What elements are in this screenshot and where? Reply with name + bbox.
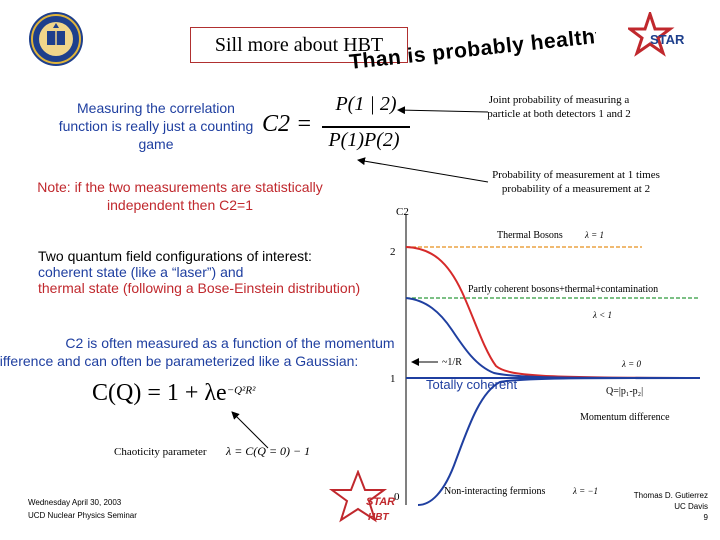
gaussian-formula-exponent: −Q²R²: [226, 384, 256, 397]
gaussian-note-line2: difference and can often be parameterize…: [0, 353, 359, 369]
c2-formula-numerator: P(1 | 2): [335, 93, 397, 115]
interest-block: Two quantum field configurations of inte…: [38, 248, 438, 296]
interest-intro: Two quantum field configurations of inte…: [38, 248, 312, 264]
joint-arrow: [397, 106, 489, 115]
chaoticity-arrow: [231, 411, 269, 449]
footer-seminar: UCD Nuclear Physics Seminar: [28, 511, 137, 520]
fermions-label: Non-interacting fermions: [444, 486, 545, 497]
c2-formula-fraction-bar: [322, 126, 410, 128]
star-hbt-bottom: HBT: [368, 512, 389, 523]
slide-title: Sill more about HBT: [190, 27, 408, 63]
partly-lambda-label: λ < 1: [592, 310, 612, 320]
c2-formula: C2 = P(1 | 2) P(1)P(2): [262, 93, 412, 159]
star-hbt-top: STAR: [366, 496, 395, 508]
footer-author: Thomas D. Gutierrez UC Davis 9: [600, 490, 708, 523]
plot-tick-2: 2: [390, 246, 396, 258]
product-arrow: [357, 157, 489, 183]
star-logo-text: STAR: [650, 32, 685, 47]
product-probability-note: Probability of measurement at 1 times pr…: [492, 169, 660, 195]
c2-formula-denominator: P(1)P(2): [328, 129, 400, 151]
c2-formula-lhs: C2 =: [262, 111, 313, 137]
gaussian-formula-base: C(Q) = 1 + λe: [92, 380, 227, 406]
star-logo: STAR: [625, 9, 692, 62]
gaussian-note: C2 is often measured as a function of th…: [0, 334, 450, 370]
coherent-state-line: coherent state (like a “laser”) and: [38, 264, 244, 280]
footer-date: Wednesday April 30, 2003: [28, 498, 122, 507]
footer-page-number: 9: [703, 513, 708, 522]
star-hbt-logo: STAR HBT: [328, 469, 400, 530]
gaussian-note-line1: C2 is often measured as a function of th…: [65, 335, 395, 351]
partly-coherent-label: Partly coherent bosons+thermal+contamina…: [468, 284, 658, 295]
width-label: ~1/R: [442, 357, 462, 368]
zero-lambda-label: λ = 0: [621, 359, 641, 369]
plot-tick-0: 0: [394, 491, 400, 503]
independence-note: Note: if the two measurements are statis…: [37, 179, 323, 213]
joint-probability-note: Joint probability of measuring a particl…: [487, 94, 631, 120]
footer-affiliation: UC Davis: [674, 502, 708, 511]
momentum-difference-label: Momentum difference: [580, 412, 670, 423]
measuring-note: Measuring the correlation function is re…: [58, 100, 254, 152]
thermal-state-line: thermal state (following a Bose-Einstein…: [38, 280, 361, 296]
chaoticity-label: Chaoticity parameter: [114, 446, 207, 458]
plot-y-label: C2: [396, 206, 409, 218]
slogan-banner: Than is probably healthy: [348, 31, 596, 74]
thermal-lambda-label: λ = 1: [584, 230, 604, 240]
totally-coherent-label: Totally coherent: [426, 377, 517, 392]
university-seal-logo: [28, 11, 84, 67]
plot-tick-1: 1: [390, 373, 396, 385]
gaussian-formula: C(Q) = 1 + λe−Q²R²: [92, 380, 312, 420]
fermion-lambda-label: λ = −1: [572, 486, 598, 496]
q-definition-label: Q=|p₁-p₂|: [606, 386, 643, 397]
chaoticity-formula: λ = C(Q = 0) − 1: [226, 444, 311, 458]
footer-author-name: Thomas D. Gutierrez: [633, 491, 708, 500]
thermal-bosons-label: Thermal Bosons: [497, 230, 563, 241]
